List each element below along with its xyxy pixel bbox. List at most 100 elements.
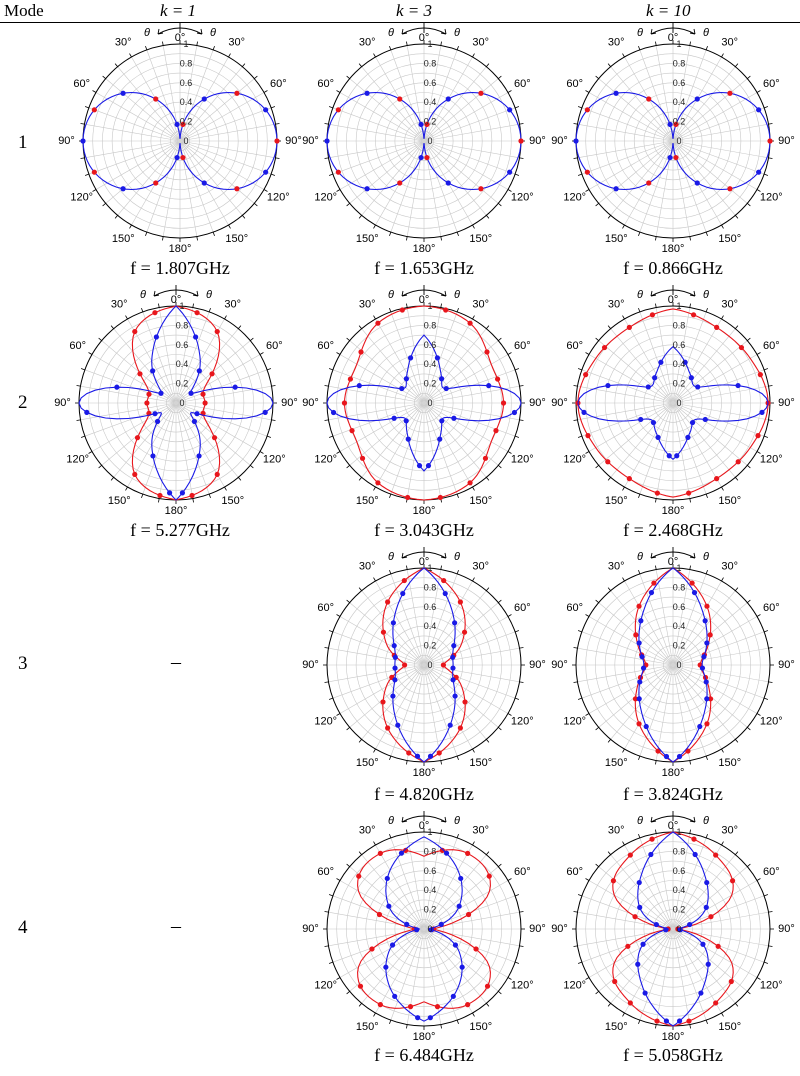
data-point	[626, 476, 632, 482]
outer-tick	[162, 41, 164, 46]
outer-tick	[655, 303, 657, 308]
theta-tick-label: 180°	[413, 1031, 436, 1043]
data-point	[427, 1015, 433, 1021]
data-point	[484, 349, 490, 355]
outer-tick	[456, 45, 459, 50]
grid-spoke	[332, 664, 425, 699]
grid-spoke	[598, 140, 674, 204]
r-tick-label: 0	[676, 136, 681, 146]
data-point	[700, 941, 706, 947]
data-point	[702, 416, 708, 423]
outer-tick	[607, 1003, 611, 1007]
r-tick-label: 0	[179, 398, 184, 408]
outer-tick	[507, 713, 512, 716]
theta-tick-label: 90°	[551, 135, 568, 147]
grid-spoke	[672, 837, 707, 930]
polar-plot-mode1-k1: 0° 30° 60° 90° 120° 150° 180° 150° 120° 90° 60° 30°…	[58, 23, 302, 255]
r-tick-label: 0.2	[180, 117, 193, 127]
theta-tick-label: 90°	[778, 923, 795, 935]
data-point	[132, 328, 138, 335]
grid-spoke	[423, 664, 509, 714]
data-point	[214, 471, 220, 478]
data-point	[380, 629, 387, 635]
grid-spoke	[672, 328, 736, 404]
theta-tick-label: 90°	[529, 397, 546, 409]
series-line	[637, 831, 709, 1027]
theta-tick-label: 60°	[566, 866, 583, 878]
grid-spoke	[423, 402, 509, 452]
theta-arrow-head	[440, 28, 447, 35]
grid-spoke	[672, 311, 707, 404]
grid-spoke	[655, 833, 674, 930]
data-point	[152, 411, 158, 417]
grid-spoke	[423, 49, 458, 142]
grid-spoke	[339, 402, 425, 452]
theta-tick-label: 150°	[356, 1021, 379, 1033]
theta-tick-label: 60°	[763, 340, 780, 352]
outer-tick	[756, 977, 761, 980]
outer-tick	[406, 236, 408, 241]
grid-spoke	[672, 340, 748, 404]
outer-tick	[638, 756, 641, 761]
theta-tick-label: 30°	[608, 299, 625, 311]
data-point	[686, 1018, 692, 1024]
data-point	[687, 921, 693, 928]
outer-tick	[373, 53, 376, 58]
outer-tick	[212, 45, 215, 50]
grid-spoke	[423, 318, 473, 404]
outer-tick	[440, 236, 442, 241]
data-point	[191, 418, 198, 425]
data-point	[735, 382, 741, 389]
grid-spoke	[349, 602, 425, 666]
outer-tick	[358, 587, 362, 591]
r-tick-label: 0.8	[180, 58, 193, 68]
data-point	[335, 107, 341, 113]
outer-tick	[507, 451, 512, 454]
outer-tick	[638, 307, 641, 312]
outer-tick	[595, 203, 599, 207]
grid-spoke	[175, 402, 268, 437]
data-point	[196, 368, 202, 374]
grid-spoke	[423, 123, 520, 142]
outer-tick	[638, 833, 641, 838]
data-point	[640, 665, 647, 671]
r-tick-label: 0.6	[424, 602, 437, 612]
data-point	[439, 418, 445, 424]
theta-tick-label: 30°	[721, 37, 738, 49]
outer-tick	[456, 833, 459, 838]
outer-tick	[346, 337, 350, 341]
outer-tick	[389, 232, 392, 237]
grid-spoke	[179, 140, 265, 190]
grid-spoke	[624, 580, 674, 666]
theta-tick-label: 120°	[511, 716, 534, 728]
data-point	[211, 435, 218, 441]
data-point	[601, 344, 608, 351]
outer-tick	[336, 451, 341, 454]
theta-tick-label: 60°	[763, 866, 780, 878]
outer-tick	[498, 863, 502, 867]
data-point	[666, 453, 672, 459]
data-point	[201, 180, 207, 186]
grid-spoke	[639, 49, 674, 142]
grid-spoke	[332, 140, 425, 175]
r-tick-label: 1	[676, 39, 681, 49]
r-tick-label: 0	[427, 660, 432, 670]
data-point	[450, 654, 456, 660]
outer-tick	[212, 232, 215, 237]
data-point	[392, 654, 398, 660]
outer-tick	[768, 647, 773, 649]
outer-tick	[764, 173, 769, 176]
series-line	[577, 345, 769, 461]
grid-spoke	[672, 928, 722, 1014]
data-point	[715, 943, 721, 949]
outer-tick	[158, 303, 160, 308]
theta-tick-label: 150°	[225, 233, 248, 245]
outer-tick	[80, 368, 85, 371]
theta-tick-label: 150°	[605, 233, 628, 245]
r-tick-label: 1	[427, 827, 432, 837]
outer-tick	[747, 203, 751, 207]
grid-spoke	[610, 140, 674, 216]
r-tick-label: 0	[427, 924, 432, 934]
frequency-caption: f = 0.866GHz	[623, 258, 723, 278]
outer-tick	[721, 577, 724, 582]
